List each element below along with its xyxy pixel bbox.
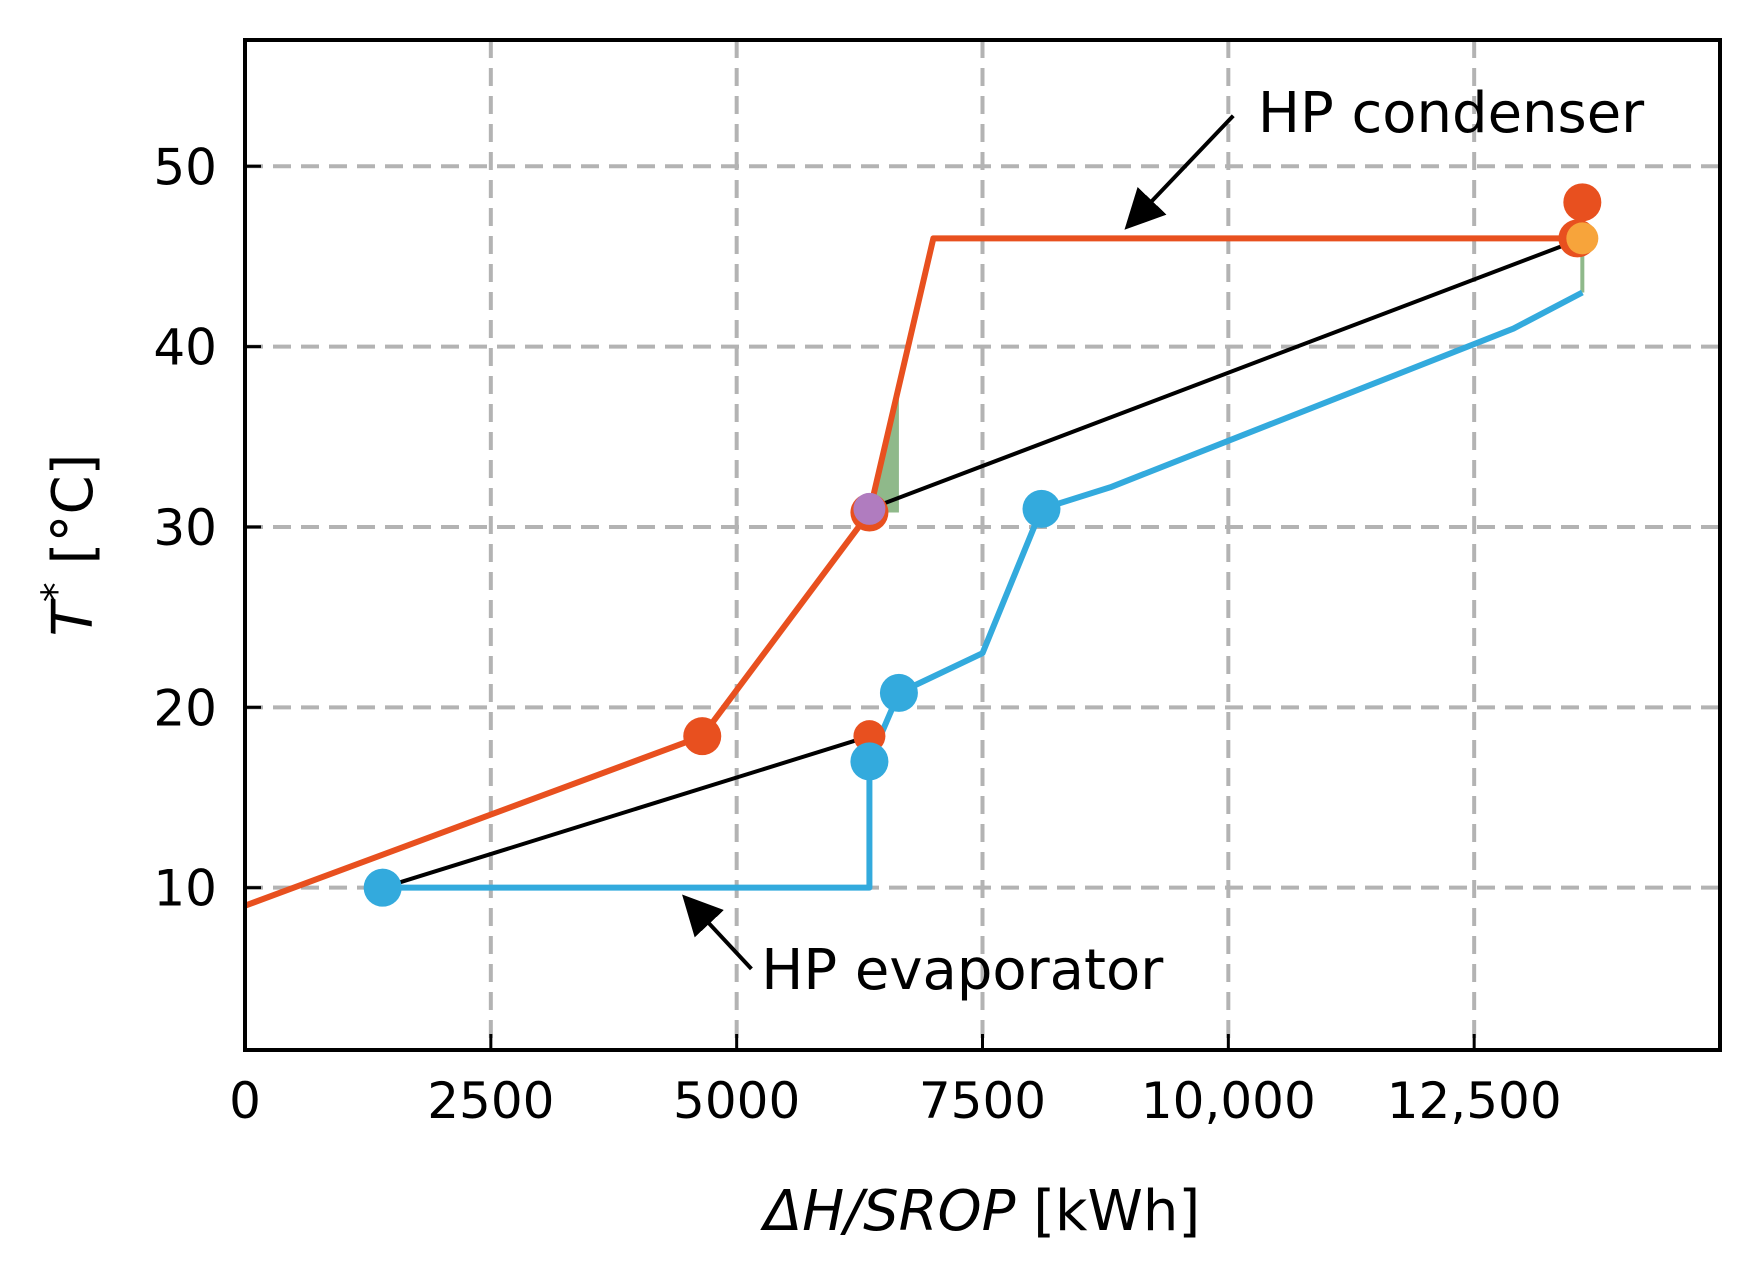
annotations: HP condenser HP evaporator [682, 81, 1645, 1003]
data-point [1022, 489, 1061, 528]
y-axis-label: T* [°C] [34, 454, 106, 637]
ticks: 0 2500 5000 7500 10,000 12,500 10 20 30 40 50 [153, 138, 1561, 1130]
x-axis-label-unit: [kWh] [1015, 1179, 1200, 1244]
data-point [853, 720, 886, 753]
data-point [1566, 222, 1599, 255]
x-tick-label: 7500 [919, 1072, 1046, 1130]
data-point [1563, 183, 1602, 222]
y-axis-label-unit: [°C] [41, 454, 106, 583]
x-axis-label: ΔH/SROP [kWh] [760, 1179, 1200, 1244]
y-tick-label: 30 [153, 499, 217, 557]
data-point [853, 492, 886, 525]
hp-condenser-label: HP condenser [1258, 81, 1645, 146]
y-tick-label: 40 [153, 319, 217, 377]
data-point [879, 673, 918, 712]
hp-evaporator-label: HP evaporator [761, 938, 1164, 1003]
y-tick-label: 50 [153, 138, 217, 196]
black-lower-line [382, 734, 871, 890]
grid [245, 40, 1720, 1050]
x-tick-label: 10,000 [1141, 1072, 1316, 1130]
x-axis-label-var: ΔH/SROP [760, 1179, 1016, 1244]
hp-condenser-line [245, 235, 1583, 909]
y-tick-label: 20 [153, 679, 217, 737]
hp-evaporator-line [382, 289, 1584, 891]
black-upper-line [868, 236, 1584, 511]
x-tick-label: 12,500 [1387, 1072, 1562, 1130]
y-axis-label-sup: * [34, 582, 80, 602]
series-lines [245, 235, 1584, 909]
data-point [683, 717, 722, 756]
y-axis-label-var: T [41, 598, 106, 636]
y-tick-label: 10 [153, 860, 217, 918]
x-tick-label: 0 [229, 1072, 261, 1130]
markers [363, 183, 1602, 907]
x-tick-label: 2500 [427, 1072, 554, 1130]
data-point [363, 868, 402, 907]
hp-evaporator-arrow [682, 894, 753, 971]
hp-condenser-arrow [1124, 114, 1235, 230]
data-point [850, 742, 889, 781]
x-tick-label: 5000 [673, 1072, 800, 1130]
